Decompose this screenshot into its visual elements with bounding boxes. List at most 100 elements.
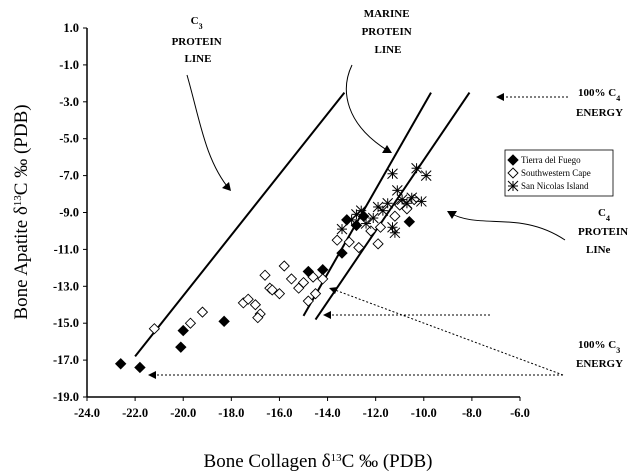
san-nicolas-island-point — [401, 197, 413, 209]
southwestern-cape-point — [353, 241, 365, 254]
marine-protein-arrow — [345, 64, 391, 153]
southwestern-cape-point — [365, 225, 377, 237]
southwestern-cape-point — [252, 312, 264, 324]
legend-marker — [507, 154, 519, 166]
tierra-del-fuego-point — [177, 324, 189, 337]
southwestern-cape-point — [259, 269, 271, 281]
san-nicolas-island-point — [346, 214, 357, 226]
legend-marker — [507, 167, 519, 179]
legend-items: Tierra del Fuego Southwestern Cape San Nic… — [507, 154, 591, 192]
c4-energy-label: 100% C4 ENERGY — [576, 87, 623, 119]
san-nicolas-island-point — [367, 212, 379, 224]
legend-box — [504, 149, 614, 197]
san-nicolas-island-point — [389, 227, 401, 239]
c3-energy-arrowhead — [148, 371, 156, 379]
x-tick-label: -12.0 — [363, 406, 389, 420]
legend-label: San Nicolas Island — [521, 181, 589, 191]
southwestern-cape-point — [285, 273, 298, 285]
tierra-del-fuego-point — [350, 219, 363, 232]
san-nicolas-island-point — [382, 197, 394, 209]
southwestern-cape-point — [273, 288, 286, 300]
c4-protein-arrowhead — [447, 211, 457, 219]
x-tick-labels: -24.0 -22.0 -20.0 -18.0 -16.0 -14.0 -12.0 -10.0… — [74, 397, 530, 420]
southwestern-cape-point — [389, 210, 401, 222]
southwestern-cape-point — [196, 306, 209, 318]
southwestern-cape-point — [317, 273, 329, 285]
c3-energy-label: 100% C3 ENERGY — [576, 339, 623, 370]
san-nicolas-island-point — [416, 196, 427, 207]
x-tick-label: -18.0 — [218, 406, 244, 420]
tierra-del-fuego-point — [317, 263, 329, 276]
y-tick-label: -5.0 — [59, 132, 79, 146]
southwestern-cape-point — [331, 234, 343, 246]
tierra-del-fuego-point — [336, 247, 348, 259]
y-tick-label: -1.0 — [59, 58, 79, 72]
southwestern-cape-point — [302, 295, 314, 307]
legend: Tierra del Fuego Southwestern Cape San Nic… — [504, 149, 614, 197]
southwestern-cape-point — [307, 271, 319, 283]
annotations: C3 PROTEIN LINE MARINE PROTEIN LINE 100%… — [172, 8, 631, 370]
y-tick-label: 1.0 — [63, 21, 79, 35]
southwestern-cape-point — [309, 288, 322, 300]
legend-label: Tierra del Fuego — [521, 155, 581, 165]
x-axis-title: Bone Collagen δ13C ‰ (PDB) — [204, 451, 433, 472]
annotation-arrows — [148, 64, 568, 379]
southwestern-cape-point — [148, 323, 160, 335]
c3-protein-line — [134, 91, 346, 358]
c3-protein-label: C3 PROTEIN LINE — [172, 15, 225, 65]
southwestern-cape-point — [278, 260, 290, 272]
tierra-del-fuego-point — [218, 315, 230, 328]
tierra-del-fuego-point — [134, 361, 146, 374]
san-nicolas-island-point — [391, 185, 403, 196]
data-points — [114, 162, 432, 374]
southwestern-cape-point — [184, 317, 197, 329]
southwestern-cape-point — [266, 284, 278, 296]
san-nicolas-island-point — [377, 205, 389, 217]
y-tick-label: -19.0 — [53, 390, 79, 404]
c4-protein-label: C4 PROTEIN LINe — [578, 207, 631, 256]
tierra-del-fuego-point — [403, 216, 416, 228]
marine-protein-arrowhead — [382, 145, 392, 153]
southwestern-cape-point — [249, 299, 262, 311]
san-nicolas-island-point — [336, 223, 348, 235]
y-axis-title: Bone Apatite δ13C ‰ (PDB) — [11, 104, 32, 319]
c3-protein-arrow — [186, 74, 231, 191]
san-nicolas-island-point — [360, 218, 372, 229]
southwestern-cape-point — [242, 293, 254, 305]
tierra-del-fuego-point — [114, 358, 127, 370]
c3-energy-arrowhead-upper — [329, 287, 338, 294]
reference-lines — [134, 91, 471, 358]
y-tick-label: -11.0 — [54, 242, 79, 256]
san-nicolas-island-point — [420, 170, 432, 181]
y-tick-label: -9.0 — [59, 206, 79, 220]
san-nicolas-island-point — [411, 162, 422, 174]
x-tick-label: -16.0 — [266, 406, 292, 420]
san-nicolas-island-point — [406, 192, 418, 204]
c4-protein-line — [314, 92, 471, 321]
y-tick-label: -17.0 — [53, 353, 79, 367]
legend-label: Southwestern Cape — [521, 168, 591, 178]
southwestern-cape-point — [297, 276, 310, 289]
c3-energy-arrow-upper — [334, 289, 564, 376]
san-nicolas-island-point — [387, 168, 398, 180]
x-tick-label: -20.0 — [170, 406, 196, 420]
southwestern-cape-point — [372, 238, 384, 250]
southwestern-cape-point — [343, 236, 355, 248]
x-tick-label: -22.0 — [122, 406, 148, 420]
y-tick-label: -3.0 — [59, 95, 79, 109]
x-tick-label: -8.0 — [462, 406, 482, 420]
x-tick-label: -14.0 — [315, 406, 341, 420]
legend-marker — [507, 180, 519, 192]
c3-protein-arrowhead — [222, 182, 231, 191]
tierra-del-fuego-point — [175, 341, 187, 353]
y-tick-label: -7.0 — [59, 169, 79, 183]
c3-energy-arrowhead-middle — [323, 311, 331, 319]
x-tick-label: -10.0 — [411, 406, 437, 420]
y-tick-labels: 1.0 -1.0 -3.0 -5.0 -7.0 -9.0 -11.0 -13.0 -15.0 -1… — [53, 21, 87, 404]
san-nicolas-island-point — [355, 205, 367, 217]
c4-protein-arrow — [449, 212, 566, 241]
y-tick-label: -15.0 — [53, 316, 79, 330]
y-tick-label: -13.0 — [53, 279, 79, 293]
c4-energy-arrowhead — [496, 93, 504, 101]
